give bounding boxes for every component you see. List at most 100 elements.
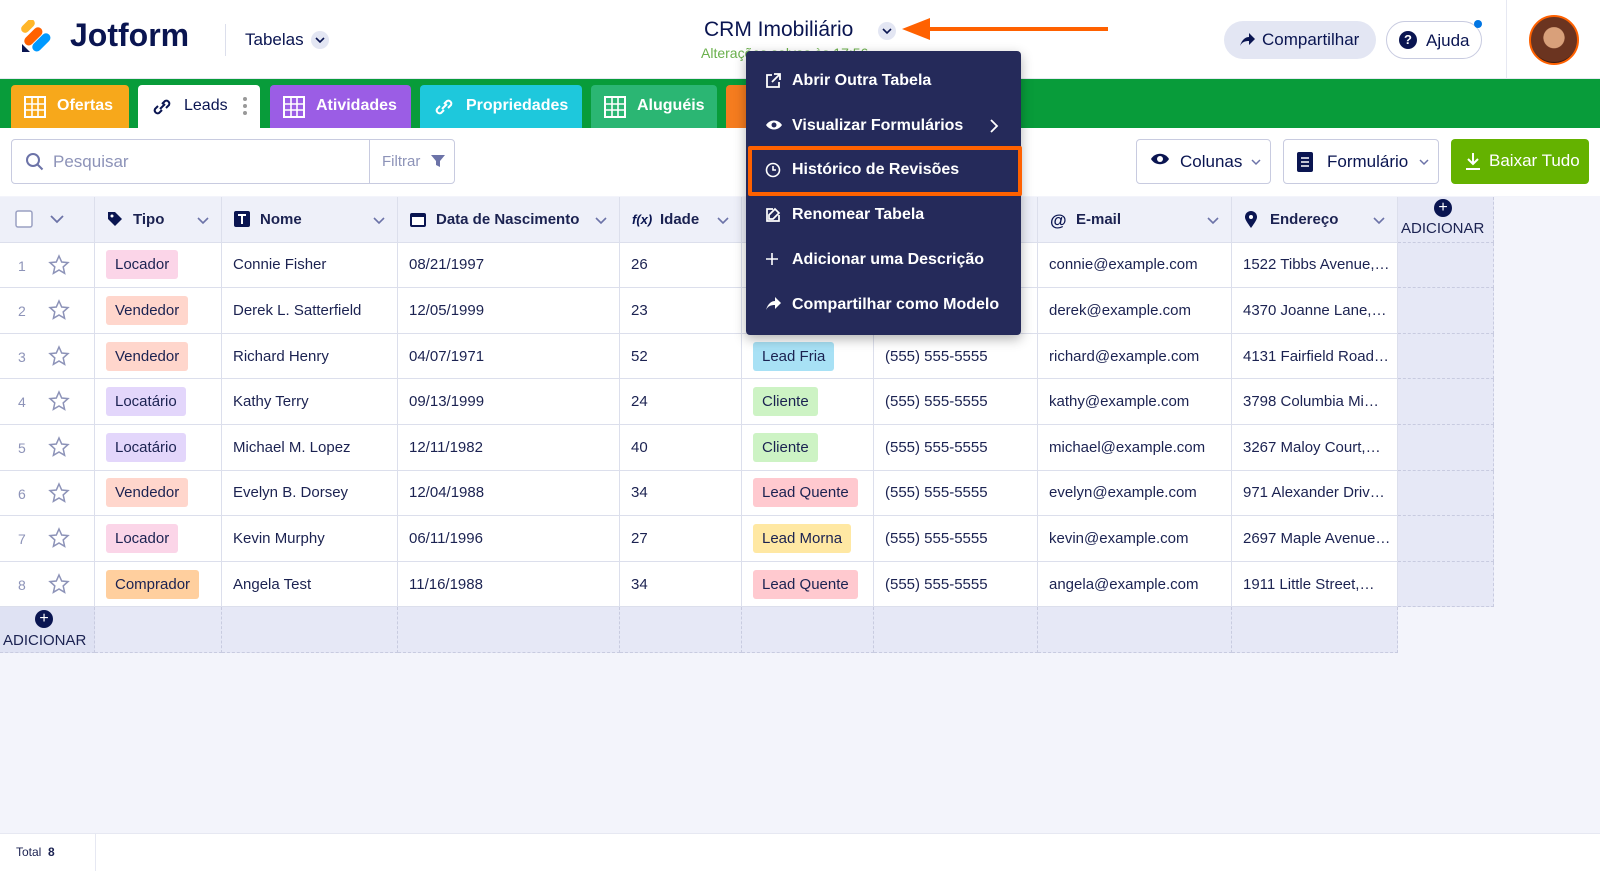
cell[interactable]: Vendedor: [95, 470, 222, 517]
cell[interactable]: evelyn@example.com: [1038, 470, 1232, 517]
cell[interactable]: Locador: [95, 516, 222, 562]
cell[interactable]: Michael M. Lopez: [222, 425, 398, 471]
star-icon[interactable]: [48, 299, 70, 325]
cell[interactable]: Vendedor: [95, 333, 222, 380]
download-button[interactable]: Baixar Tudo: [1451, 139, 1589, 184]
cell[interactable]: 04/07/1971: [398, 333, 620, 380]
star-icon[interactable]: [48, 481, 70, 508]
cell[interactable]: [1398, 242, 1494, 289]
share-button[interactable]: Compartilhar: [1224, 21, 1376, 59]
tab[interactable]: Leads: [138, 85, 260, 128]
cell[interactable]: (555) 555-5555: [874, 470, 1038, 517]
cell[interactable]: 27: [620, 516, 742, 562]
column-header[interactable]: f(x) Idade: [620, 197, 742, 243]
nav-chevron[interactable]: [311, 31, 329, 49]
column-header[interactable]: Tipo: [95, 197, 222, 243]
star-icon[interactable]: [48, 390, 70, 416]
cell[interactable]: 4131 Fairfield Road,…: [1232, 333, 1398, 380]
cell[interactable]: 52: [620, 333, 742, 380]
column-header[interactable]: Nome: [222, 197, 398, 243]
cell[interactable]: Comprador: [95, 561, 222, 608]
cell[interactable]: 971 Alexander Drive,…: [1232, 470, 1398, 517]
star-icon[interactable]: [48, 436, 70, 462]
column-header[interactable]: Data de Nascimento: [398, 197, 620, 243]
star-icon[interactable]: [48, 253, 70, 280]
cell[interactable]: Angela Test: [222, 561, 398, 608]
cell[interactable]: Derek L. Satterfield: [222, 288, 398, 334]
cell[interactable]: Locador: [95, 242, 222, 289]
cell[interactable]: 1911 Little Street,…: [1232, 561, 1398, 608]
cell[interactable]: Cliente: [742, 425, 874, 471]
tab[interactable]: Ofertas: [11, 85, 129, 128]
cell[interactable]: 34: [620, 470, 742, 517]
star-icon[interactable]: [48, 344, 70, 371]
search-box[interactable]: Pesquisar Filtrar: [11, 139, 455, 184]
cell[interactable]: (555) 555-5555: [874, 516, 1038, 562]
cell[interactable]: [1398, 425, 1494, 471]
cell[interactable]: Locatário: [95, 425, 222, 471]
add-row[interactable]: + ADICIONAR: [0, 607, 95, 653]
toolbar-button[interactable]: Formulário: [1283, 139, 1439, 184]
avatar[interactable]: [1529, 15, 1579, 65]
cell[interactable]: (555) 555-5555: [874, 333, 1038, 380]
menu-item[interactable]: Histórico de Revisões: [746, 148, 1021, 192]
filter-label[interactable]: Filtrar: [382, 153, 421, 170]
star-icon[interactable]: [48, 572, 70, 599]
cell[interactable]: 12/11/1982: [398, 425, 620, 471]
cell[interactable]: kevin@example.com: [1038, 516, 1232, 562]
tab[interactable]: Atividades: [270, 85, 411, 128]
cell[interactable]: 12/05/1999: [398, 288, 620, 334]
title-chevron[interactable]: [878, 22, 896, 40]
menu-item[interactable]: Adicionar uma Descrição: [746, 238, 1021, 282]
logo-text[interactable]: Jotform: [70, 17, 190, 53]
cell[interactable]: connie@example.com: [1038, 242, 1232, 289]
cell[interactable]: Lead Quente: [742, 470, 874, 517]
cell[interactable]: [1398, 288, 1494, 334]
cell[interactable]: 06/11/1996: [398, 516, 620, 562]
cell[interactable]: Locatário: [95, 379, 222, 425]
cell[interactable]: Richard Henry: [222, 333, 398, 380]
menu-item[interactable]: Abrir Outra Tabela: [746, 59, 1021, 103]
column-header[interactable]: Endereço: [1232, 197, 1398, 243]
cell[interactable]: 23: [620, 288, 742, 334]
menu-item[interactable]: Visualizar Formulários: [746, 104, 1021, 148]
cell[interactable]: 12/04/1988: [398, 470, 620, 517]
cell[interactable]: michael@example.com: [1038, 425, 1232, 471]
star-icon[interactable]: [48, 527, 70, 553]
cell[interactable]: Connie Fisher: [222, 242, 398, 289]
cell[interactable]: [1398, 333, 1494, 380]
menu-item[interactable]: Compartilhar como Modelo: [746, 283, 1021, 327]
cell[interactable]: 11/16/1988: [398, 561, 620, 608]
help-button[interactable]: ? Ajuda: [1386, 21, 1482, 59]
cell[interactable]: [1398, 470, 1494, 517]
cell[interactable]: Kevin Murphy: [222, 516, 398, 562]
cell[interactable]: 3798 Columbia Mi…: [1232, 379, 1398, 425]
cell[interactable]: kathy@example.com: [1038, 379, 1232, 425]
cell[interactable]: Lead Quente: [742, 561, 874, 608]
nav-tables[interactable]: Tabelas: [245, 30, 304, 49]
add-column[interactable]: + ADICIONAR: [1398, 197, 1494, 243]
cell[interactable]: derek@example.com: [1038, 288, 1232, 334]
tab[interactable]: Aluguéis: [591, 85, 717, 128]
cell[interactable]: 1522 Tibbs Avenue,…: [1232, 242, 1398, 289]
cell[interactable]: 24: [620, 379, 742, 425]
cell[interactable]: 4370 Joanne Lane,…: [1232, 288, 1398, 334]
cell[interactable]: [1398, 379, 1494, 425]
cell[interactable]: Vendedor: [95, 288, 222, 334]
toolbar-button[interactable]: Colunas: [1136, 139, 1271, 184]
cell[interactable]: [1398, 516, 1494, 562]
cell[interactable]: angela@example.com: [1038, 561, 1232, 608]
cell[interactable]: 26: [620, 242, 742, 289]
cell[interactable]: 2697 Maple Avenue,…: [1232, 516, 1398, 562]
cell[interactable]: 3267 Maloy Court,…: [1232, 425, 1398, 471]
cell[interactable]: 34: [620, 561, 742, 608]
cell[interactable]: 08/21/1997: [398, 242, 620, 289]
tab[interactable]: Propriedades: [420, 85, 582, 128]
cell[interactable]: Lead Morna: [742, 516, 874, 562]
cell[interactable]: Cliente: [742, 379, 874, 425]
cell[interactable]: (555) 555-5555: [874, 561, 1038, 608]
logo-icon[interactable]: [20, 19, 54, 54]
cell[interactable]: (555) 555-5555: [874, 379, 1038, 425]
cell[interactable]: (555) 555-5555: [874, 425, 1038, 471]
cell[interactable]: 40: [620, 425, 742, 471]
